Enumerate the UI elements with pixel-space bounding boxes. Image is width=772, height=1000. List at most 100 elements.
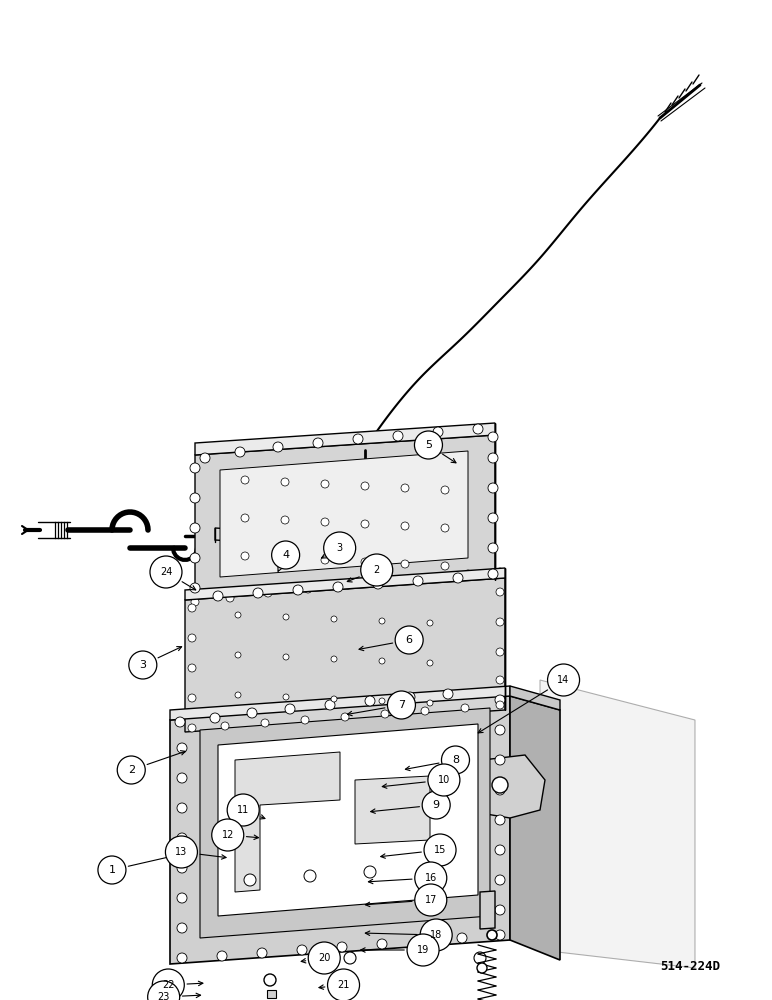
Circle shape — [283, 694, 289, 700]
Circle shape — [428, 764, 460, 796]
Circle shape — [308, 942, 340, 974]
Circle shape — [229, 563, 243, 577]
Circle shape — [488, 569, 498, 579]
Circle shape — [321, 518, 329, 526]
Circle shape — [495, 755, 505, 765]
Circle shape — [98, 856, 126, 884]
Circle shape — [443, 689, 453, 699]
Circle shape — [365, 696, 375, 706]
Circle shape — [188, 724, 196, 732]
Circle shape — [177, 743, 187, 753]
Circle shape — [191, 598, 199, 606]
Polygon shape — [267, 990, 276, 998]
Circle shape — [373, 579, 383, 589]
Polygon shape — [480, 891, 495, 929]
Circle shape — [364, 866, 376, 878]
Circle shape — [401, 484, 409, 492]
Circle shape — [273, 442, 283, 452]
Text: 3: 3 — [337, 543, 343, 553]
Circle shape — [361, 482, 369, 490]
Circle shape — [495, 725, 505, 735]
Circle shape — [415, 884, 447, 916]
Circle shape — [495, 815, 505, 825]
Circle shape — [129, 651, 157, 679]
Circle shape — [488, 432, 498, 442]
Circle shape — [257, 948, 267, 958]
Circle shape — [420, 919, 452, 951]
Circle shape — [188, 664, 196, 672]
Circle shape — [377, 939, 387, 949]
Circle shape — [495, 845, 505, 855]
Circle shape — [495, 930, 505, 940]
Circle shape — [405, 824, 413, 832]
Polygon shape — [185, 578, 505, 732]
Circle shape — [417, 936, 427, 946]
Circle shape — [190, 583, 200, 593]
Circle shape — [388, 854, 396, 862]
Circle shape — [301, 716, 309, 724]
Text: 17: 17 — [425, 895, 437, 905]
Polygon shape — [510, 696, 560, 960]
Circle shape — [488, 453, 498, 463]
Circle shape — [379, 618, 385, 624]
Text: 7: 7 — [398, 700, 405, 710]
Circle shape — [283, 654, 289, 660]
Circle shape — [422, 791, 450, 819]
Circle shape — [492, 777, 508, 793]
Circle shape — [388, 691, 415, 719]
Circle shape — [337, 942, 347, 952]
Circle shape — [235, 612, 241, 618]
Circle shape — [361, 520, 369, 528]
Circle shape — [117, 756, 145, 784]
Circle shape — [401, 522, 409, 530]
Circle shape — [496, 648, 504, 656]
Circle shape — [496, 618, 504, 626]
Text: 4: 4 — [282, 550, 290, 560]
Polygon shape — [195, 423, 495, 455]
Circle shape — [488, 483, 498, 493]
Polygon shape — [195, 435, 495, 600]
Circle shape — [407, 792, 423, 808]
Circle shape — [235, 447, 245, 457]
Circle shape — [474, 952, 486, 964]
Circle shape — [361, 558, 369, 566]
Circle shape — [321, 480, 329, 488]
Polygon shape — [170, 686, 510, 720]
Text: 5: 5 — [425, 440, 432, 450]
Polygon shape — [350, 490, 380, 512]
Circle shape — [177, 893, 187, 903]
Circle shape — [464, 570, 472, 578]
Circle shape — [341, 713, 349, 721]
Circle shape — [453, 573, 463, 583]
Circle shape — [388, 814, 396, 822]
Polygon shape — [170, 696, 510, 964]
Circle shape — [147, 981, 180, 1000]
Circle shape — [441, 486, 449, 494]
Circle shape — [327, 969, 360, 1000]
Circle shape — [461, 704, 469, 712]
Circle shape — [405, 692, 415, 702]
Circle shape — [188, 604, 196, 612]
Circle shape — [235, 692, 241, 698]
Text: 1: 1 — [108, 865, 116, 875]
Polygon shape — [355, 776, 430, 844]
Circle shape — [442, 746, 469, 774]
Circle shape — [344, 952, 356, 964]
Circle shape — [441, 562, 449, 570]
Circle shape — [210, 713, 220, 723]
Circle shape — [281, 554, 289, 562]
Circle shape — [229, 578, 243, 592]
Circle shape — [495, 695, 505, 705]
Polygon shape — [185, 568, 505, 600]
Circle shape — [457, 933, 467, 943]
Circle shape — [384, 577, 392, 585]
Circle shape — [190, 493, 200, 503]
Circle shape — [381, 710, 389, 718]
Text: 24: 24 — [160, 567, 172, 577]
Circle shape — [414, 952, 426, 964]
Circle shape — [477, 963, 487, 973]
Circle shape — [408, 834, 416, 842]
Circle shape — [424, 834, 456, 866]
Circle shape — [321, 556, 329, 564]
Circle shape — [217, 951, 227, 961]
